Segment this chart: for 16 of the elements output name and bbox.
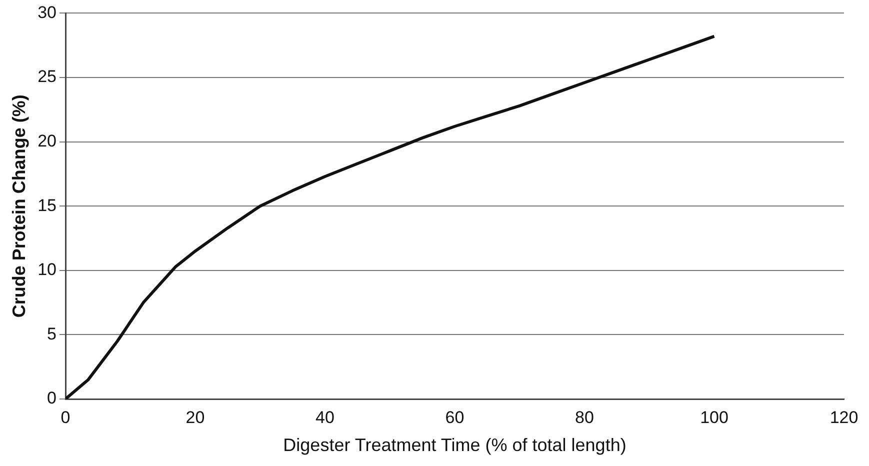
x-tick-label: 20 [186, 408, 205, 427]
y-tick-label: 25 [38, 67, 57, 86]
x-tick-label: 80 [575, 408, 594, 427]
y-tick-label: 10 [38, 260, 57, 280]
y-tick-label: 15 [38, 196, 57, 215]
y-tick-label: 20 [38, 131, 57, 150]
y-tick-label: 0 [47, 388, 57, 408]
y-tick-label: 5 [47, 324, 57, 344]
x-tick-label: 0 [60, 408, 70, 427]
y-axis-title: Crude Protein Change (%) [8, 94, 29, 318]
y-tick-label: 30 [38, 2, 57, 22]
x-axis-title: Digester Treatment Time (% of total length) [283, 435, 626, 456]
x-tick-label: 60 [445, 408, 464, 427]
x-tick-label: 120 [830, 408, 858, 427]
x-tick-label: 40 [316, 408, 334, 427]
x-tick-label: 100 [700, 408, 728, 427]
